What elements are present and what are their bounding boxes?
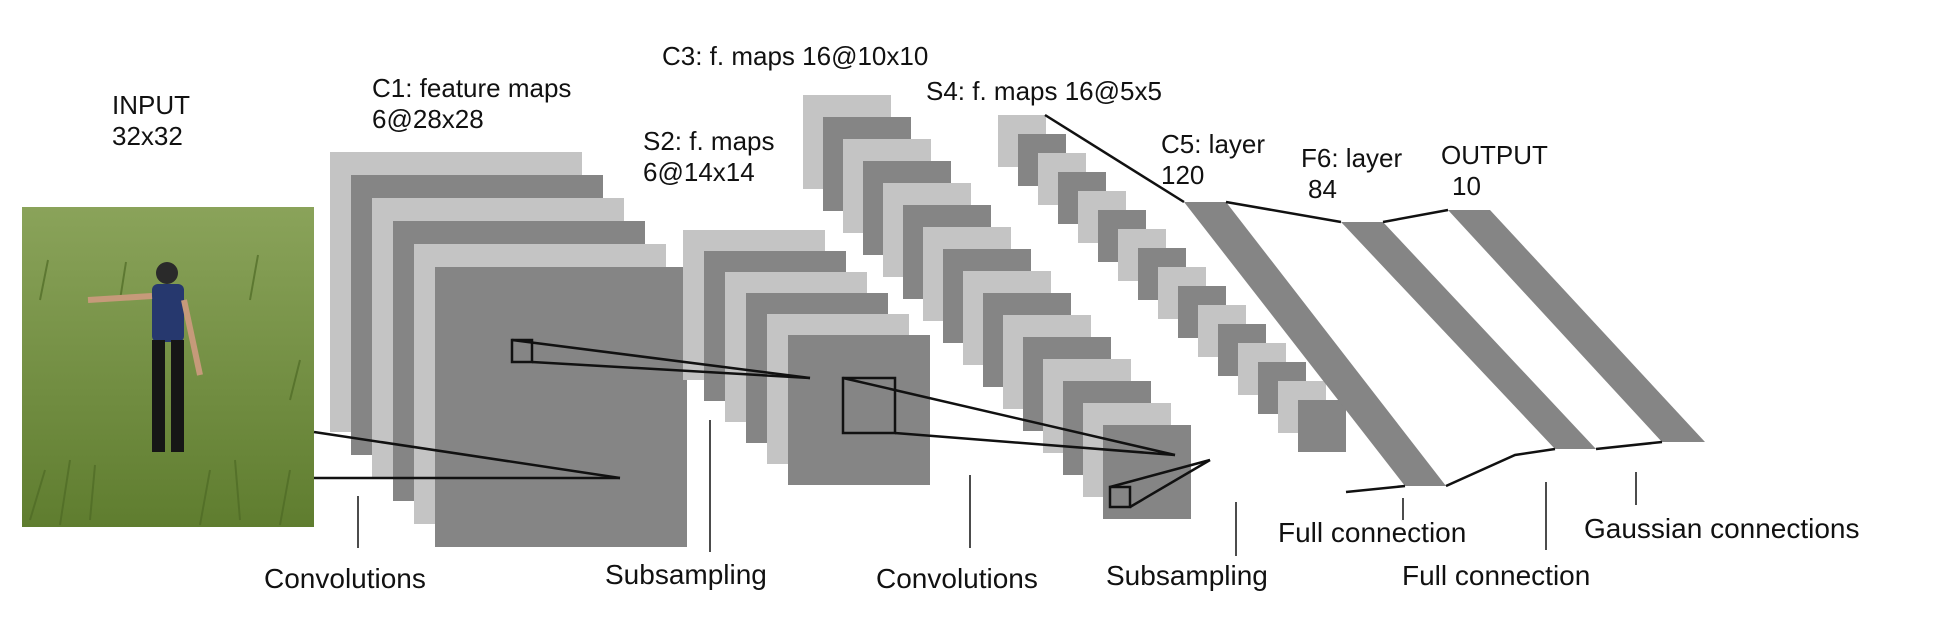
s2-size-label: 6@14x14: [643, 157, 755, 187]
c5-to-f6-line-bottom: [1445, 447, 1556, 488]
person-figure-icon: [87, 262, 203, 452]
f6-to-output-line-bottom: [1595, 440, 1663, 451]
c3-to-s4-line-bottom: [1129, 458, 1211, 509]
s2-feature-map: [788, 335, 930, 485]
f6-label: F6: layer: [1301, 143, 1402, 173]
c1-to-s2-line-top: [511, 338, 811, 380]
c5-to-f6-line-top: [1225, 200, 1342, 224]
convolutions-label-2: Convolutions: [876, 563, 1038, 594]
s4-label: S4: f. maps 16@5x5: [926, 76, 1162, 106]
input-to-c1-line-top: [313, 430, 621, 480]
s2-receptive-field: [841, 376, 897, 435]
c3-receptive-field: [1108, 485, 1132, 509]
c1-to-s2-line-bottom: [531, 360, 811, 380]
f6-size-label: 84: [1308, 174, 1337, 204]
full-connection-label-2: Full connection: [1402, 560, 1590, 591]
output-layer-bar: [1448, 210, 1705, 442]
output-label: OUTPUT: [1441, 140, 1548, 170]
gaussian-connections-label: Gaussian connections: [1584, 513, 1860, 544]
c3-feature-map: [1103, 425, 1191, 519]
c5-layer-bar: [1184, 202, 1446, 486]
s2-label: S2: f. maps: [643, 126, 775, 156]
c1-feature-map: [435, 267, 687, 547]
full-connection-label-1: Full connection: [1278, 517, 1466, 548]
subsampling-label-2: Subsampling: [1106, 560, 1268, 591]
connection-lines: [313, 113, 1663, 556]
convolutions-label-1: Convolutions: [264, 563, 426, 594]
s4-feature-map: [1298, 400, 1346, 452]
s2-to-c3-line-top: [842, 376, 1176, 457]
c1-receptive-field: [510, 338, 534, 364]
subsampling-label-1: Subsampling: [605, 559, 767, 590]
c1-label: C1: feature maps: [372, 73, 571, 103]
input-label: INPUT: [112, 90, 190, 120]
feature-maps-layer: [330, 95, 1705, 547]
s4-to-c5-line-top: [1044, 113, 1185, 204]
c5-size-label: 120: [1161, 160, 1204, 190]
s4-to-c5-line-bottom: [1345, 484, 1406, 494]
input-size-label: 32x32: [112, 121, 183, 151]
f6-layer-bar: [1341, 222, 1596, 449]
f6-to-output-line-top: [1382, 208, 1449, 224]
s2-to-c3-line-bottom: [894, 431, 1176, 457]
c3-label: C3: f. maps 16@10x10: [662, 41, 928, 71]
output-size-label: 10: [1452, 171, 1481, 201]
input-image: [22, 207, 314, 527]
c5-label: C5: layer: [1161, 129, 1265, 159]
c3-to-s4-line-top: [1109, 458, 1211, 489]
c1-size-label: 6@28x28: [372, 104, 484, 134]
